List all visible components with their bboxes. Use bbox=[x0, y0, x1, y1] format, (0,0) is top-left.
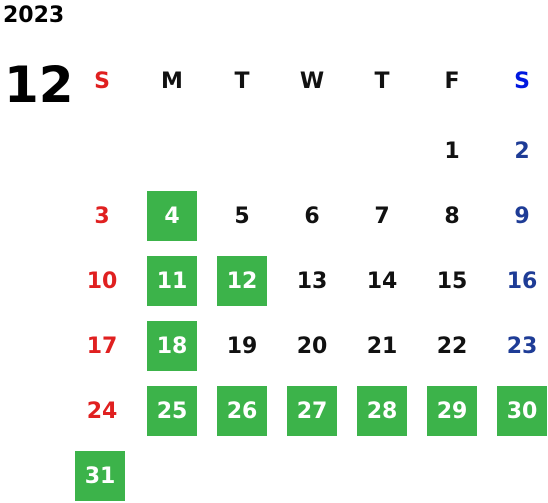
weekday-label: S bbox=[94, 68, 110, 94]
day: 5 bbox=[234, 203, 250, 229]
day: 8 bbox=[444, 203, 460, 229]
day: 10 bbox=[86, 268, 118, 294]
day: 6 bbox=[304, 203, 320, 229]
weekday-label: F bbox=[444, 68, 460, 94]
day: 24 bbox=[86, 398, 118, 424]
day: 23 bbox=[506, 333, 538, 359]
weekday-label: W bbox=[299, 68, 325, 94]
day: 13 bbox=[296, 268, 328, 294]
highlighted-day: 12 bbox=[217, 256, 267, 306]
highlighted-day: 30 bbox=[497, 386, 547, 436]
day: 9 bbox=[514, 203, 530, 229]
month: 12 bbox=[4, 56, 74, 114]
day: 1 bbox=[444, 138, 460, 164]
day: 15 bbox=[436, 268, 468, 294]
highlighted-day: 28 bbox=[357, 386, 407, 436]
highlighted-day: 26 bbox=[217, 386, 267, 436]
day: 16 bbox=[506, 268, 538, 294]
day: 7 bbox=[374, 203, 390, 229]
weekday-label: T bbox=[234, 68, 250, 94]
day: 22 bbox=[436, 333, 468, 359]
weekday-label: M bbox=[161, 68, 183, 94]
highlighted-day: 27 bbox=[287, 386, 337, 436]
day: 21 bbox=[366, 333, 398, 359]
highlighted-day: 11 bbox=[147, 256, 197, 306]
day: 14 bbox=[366, 268, 398, 294]
day: 2 bbox=[514, 138, 530, 164]
day: 19 bbox=[226, 333, 258, 359]
day: 17 bbox=[86, 333, 118, 359]
year: 2023 bbox=[3, 3, 65, 28]
day: 20 bbox=[296, 333, 328, 359]
highlighted-day: 31 bbox=[75, 451, 125, 501]
highlighted-day: 29 bbox=[427, 386, 477, 436]
highlighted-day: 4 bbox=[147, 191, 197, 241]
weekday-label: S bbox=[514, 68, 530, 94]
highlighted-day: 18 bbox=[147, 321, 197, 371]
day: 3 bbox=[94, 203, 110, 229]
weekday-label: T bbox=[374, 68, 390, 94]
highlighted-day: 25 bbox=[147, 386, 197, 436]
